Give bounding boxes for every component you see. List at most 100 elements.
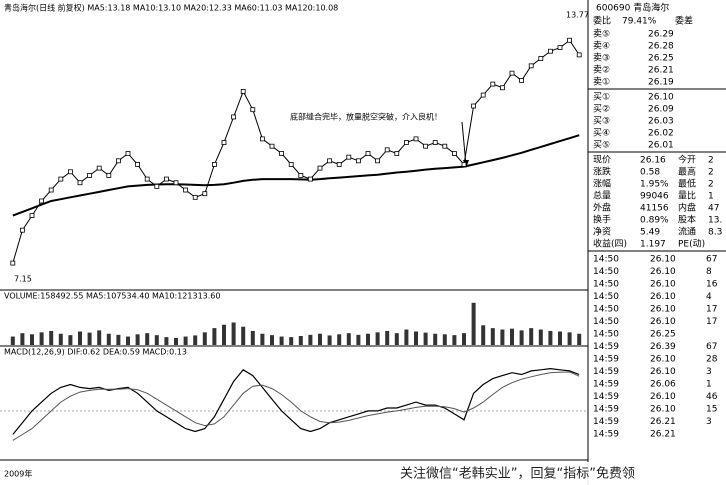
candle (413, 136, 419, 142)
stat: 外盘 (593, 202, 611, 214)
volume-bar (308, 334, 313, 345)
candle (432, 140, 438, 145)
volume-bar (385, 330, 390, 345)
volume-bar (548, 330, 553, 345)
trade: 26.21 (650, 417, 676, 427)
trade: 26.10 (650, 392, 676, 402)
volume-bar (558, 331, 562, 345)
trade: 26.10 (650, 267, 676, 277)
candle (346, 154, 352, 160)
stat: 最高 (678, 166, 696, 178)
trade: 26.10 (650, 305, 676, 315)
stat: 99046 (640, 192, 669, 202)
trade: 46 (706, 392, 718, 402)
bid-price: 26.02 (648, 129, 674, 139)
volume-bar (404, 329, 409, 345)
candle (192, 194, 198, 200)
stat: 1 (708, 192, 714, 202)
volume-bar (145, 333, 150, 345)
trade: 26.10 (650, 367, 676, 377)
ask-price: 26.29 (648, 30, 674, 40)
trade: 26.10 (650, 292, 676, 302)
volume-bar (87, 332, 92, 345)
ratio: 委比 (593, 15, 611, 27)
volume-bar (538, 329, 543, 345)
bid-label: 买⑤ (593, 140, 610, 151)
volume-bar (519, 330, 524, 345)
candle (499, 85, 505, 91)
trade: 14:50 (593, 330, 619, 340)
volume-bar (241, 326, 246, 345)
volume-bar (212, 328, 217, 345)
volume-bar (423, 332, 428, 345)
bid-price: 26.01 (648, 141, 674, 151)
volume-bar (490, 328, 495, 345)
volume-bar (58, 333, 63, 345)
ask-label: 卖② (593, 65, 610, 76)
high-label: 13.77 (566, 11, 589, 20)
volume-bar (164, 337, 169, 345)
candle (519, 78, 524, 83)
trade: 26.06 (650, 380, 676, 390)
ask-price: 26.28 (648, 42, 674, 52)
volume-bar (462, 333, 466, 345)
trade: 3 (706, 367, 712, 377)
trade: 17 (706, 317, 717, 327)
stat: PE(动) (678, 239, 705, 250)
trade: 26.10 (650, 255, 676, 265)
candle (365, 151, 371, 156)
volume-bar (414, 331, 418, 345)
stat: 1.197 (640, 240, 666, 250)
ask-price: 26.21 (648, 66, 674, 76)
stat: 8.3 (708, 228, 722, 238)
candle (87, 173, 92, 178)
ratio: 79.41% (622, 17, 657, 27)
bid-price: 26.03 (648, 117, 674, 127)
candle (48, 187, 54, 193)
candle (336, 162, 342, 167)
stat: 5.49 (640, 228, 660, 238)
stat: 量比 (678, 190, 696, 202)
candle (307, 176, 313, 182)
candle (394, 151, 400, 156)
candle (567, 37, 572, 43)
candle (538, 56, 544, 61)
stat: 13. (708, 216, 722, 226)
trade: 28 (706, 355, 718, 365)
volume-bar (510, 328, 514, 345)
stat: 47 (708, 204, 719, 214)
ask-label: 卖⑤ (593, 29, 610, 40)
trade: 14:50 (593, 255, 619, 265)
trade: 1 (706, 380, 712, 390)
candle (240, 89, 246, 94)
bid-label: 买① (593, 92, 610, 103)
trade: 14:50 (593, 317, 619, 327)
candle (183, 187, 189, 193)
volume-bar (481, 325, 486, 345)
annotation: 底部缝合完毕，放量脱空突破，介入良机！ (290, 112, 442, 122)
volume-bar (183, 336, 188, 345)
volume-bar (433, 333, 438, 345)
candle (355, 158, 361, 164)
stat: 2 (708, 156, 714, 166)
volume-bar (500, 329, 505, 345)
volume-bar (298, 336, 303, 345)
volume-bar (279, 336, 284, 345)
trade: 14:59 (593, 417, 619, 427)
candle (19, 227, 25, 233)
stat: 股本 (678, 214, 696, 226)
dif-line (12, 367, 580, 435)
volume-bar (327, 335, 332, 345)
trade: 67 (706, 255, 717, 265)
volume-bar (567, 332, 572, 345)
trade: 14:59 (593, 342, 619, 352)
trade: 16 (706, 280, 718, 290)
stat: 流通 (678, 226, 696, 238)
volume-bar (193, 335, 198, 345)
trade: 17 (706, 305, 717, 315)
candle (375, 158, 381, 164)
